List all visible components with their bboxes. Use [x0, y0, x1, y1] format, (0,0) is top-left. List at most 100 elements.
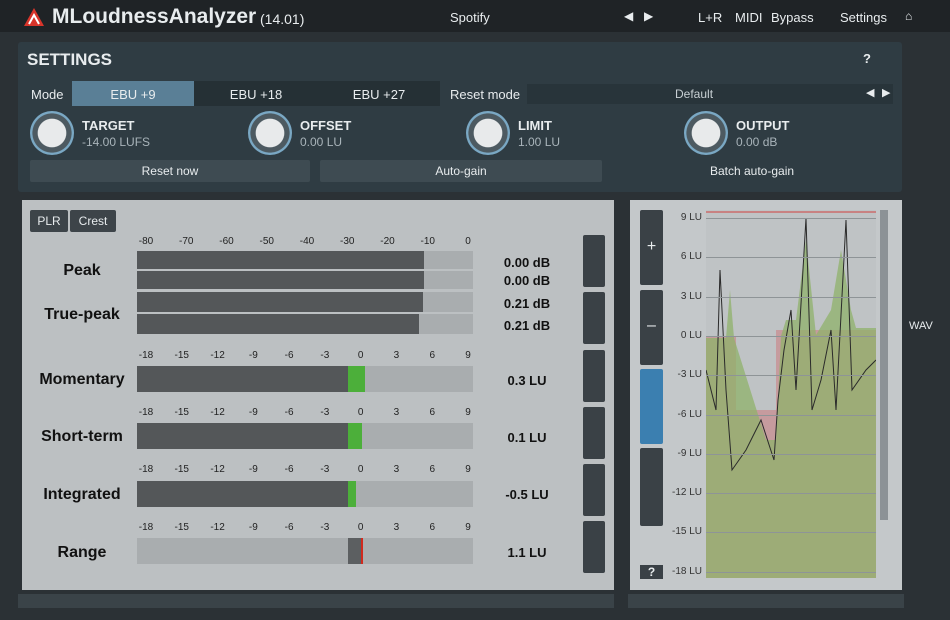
graph-grid-line: [706, 218, 876, 219]
scale-label: -9: [248, 407, 258, 418]
graph-button[interactable]: [640, 290, 663, 365]
scale-label: -15: [174, 407, 189, 418]
prev-button[interactable]: ◀: [624, 9, 634, 23]
scale-label: 3: [393, 407, 400, 418]
scale-label: -12: [210, 522, 225, 533]
scale-label: -9: [248, 464, 258, 475]
graph-y-label: 9 LU: [680, 212, 702, 223]
meter-track: [137, 538, 473, 564]
scale-label: 6: [429, 350, 435, 361]
graph-button[interactable]: [640, 210, 663, 285]
meter-tab-label[interactable]: Crest: [78, 214, 108, 228]
button-label[interactable]: Reset now: [141, 164, 199, 178]
button-label[interactable]: Auto-gain: [435, 164, 487, 178]
scale-label: -15: [174, 464, 189, 475]
button[interactable]: [30, 160, 310, 182]
mode-tab-label: EBU +18: [229, 87, 283, 102]
meter-fill: [137, 314, 419, 334]
settings-button[interactable]: Settings: [840, 10, 887, 25]
graph-help[interactable]: ?: [640, 565, 663, 579]
graph-grid-line: [706, 493, 876, 495]
zoom-in-label[interactable]: +: [646, 238, 657, 255]
scale-label: -12: [210, 350, 225, 361]
button-label[interactable]: Batch auto-gain: [709, 164, 795, 178]
midi-button[interactable]: MIDI: [735, 10, 763, 25]
scale-label: -6: [284, 350, 294, 361]
graph-grid-line: [706, 532, 876, 534]
preset-name[interactable]: Spotify: [450, 10, 490, 25]
scale-label: 3: [393, 464, 400, 475]
row-menu-button[interactable]: [583, 350, 605, 402]
meter-value: 0.21 dB: [503, 318, 551, 333]
meter-tab[interactable]: [30, 210, 68, 232]
meter-target: [348, 366, 365, 392]
channel-button[interactable]: L+R: [698, 10, 723, 25]
graph-y-label: 3 LU: [680, 290, 702, 302]
settings-title: SETTINGS: [27, 50, 113, 69]
app-title: MLoudnessAnalyzer: [52, 5, 257, 28]
graph-y-label: 0 LU: [680, 329, 702, 341]
knob[interactable]: [684, 111, 728, 155]
meter-tab-label[interactable]: PLR: [37, 214, 61, 228]
row-menu-button[interactable]: [583, 521, 605, 573]
knob[interactable]: [248, 111, 292, 155]
mode-prev[interactable]: ◀: [866, 87, 875, 99]
help-button[interactable]: ?: [863, 51, 871, 66]
meter-value: 0.21 dB: [503, 296, 551, 311]
scale-label: -18: [138, 407, 154, 418]
knob-name: OUTPUT: [736, 118, 790, 133]
meter-value: 0.1 LU: [507, 430, 547, 445]
row-menu-button[interactable]: [583, 292, 605, 344]
graph-grid-line: [706, 257, 876, 259]
scale-label: -80: [138, 236, 154, 247]
meters-collapse-bar[interactable]: [18, 594, 614, 608]
meter-target: [348, 481, 356, 507]
graph-y-label: 6 LU: [680, 251, 702, 263]
mode-tab[interactable]: [72, 81, 194, 106]
button[interactable]: [320, 160, 602, 182]
graph-y-label: -15 LU: [671, 526, 702, 538]
graph-grid-line: [706, 414, 876, 416]
next-button[interactable]: ▶: [644, 9, 654, 23]
graph-scrollbar[interactable]: [880, 210, 888, 520]
scale-label: 6: [429, 464, 435, 475]
row-menu-button[interactable]: [583, 235, 605, 287]
graph-y-label: -3 LU: [677, 369, 702, 381]
bypass-button[interactable]: Bypass: [771, 10, 814, 25]
app-version: (14.01): [260, 11, 305, 27]
graph-button[interactable]: [640, 448, 663, 526]
scale-label: -18: [138, 350, 154, 361]
reset-mode-dropdown[interactable]: [527, 84, 893, 104]
knob[interactable]: [466, 111, 510, 155]
loudness-history: [706, 211, 876, 578]
knob[interactable]: [30, 111, 74, 155]
mode-label: Mode: [31, 87, 64, 102]
graph-button[interactable]: [640, 369, 663, 444]
meter-label: Range: [57, 544, 107, 561]
scale-label: -70: [179, 236, 194, 247]
graph-y-label: -12 LU: [671, 487, 702, 499]
meter-label: Momentary: [39, 371, 125, 388]
scale-label: -3: [320, 350, 330, 361]
knob-value: 0.00 LU: [300, 135, 343, 149]
scale-label: 9: [465, 464, 471, 475]
scale-label: -50: [259, 236, 274, 247]
scale-label: -12: [210, 407, 225, 418]
graph-collapse-bar[interactable]: [628, 594, 904, 608]
zoom-out-label[interactable]: –: [647, 317, 656, 334]
scale-label: -3: [320, 522, 330, 533]
mode-tab-label: EBU +9: [110, 87, 156, 102]
row-menu-button[interactable]: [583, 464, 605, 516]
meter-fill: [137, 481, 348, 507]
scale-label: -12: [210, 464, 225, 475]
meter-tab[interactable]: [70, 210, 116, 232]
home-button[interactable]: ⌂: [905, 9, 913, 23]
row-menu-button[interactable]: [583, 407, 605, 459]
graph-grid-line: [706, 335, 876, 337]
knob-value: -14.00 LUFS: [82, 135, 151, 149]
mode-next[interactable]: ▶: [882, 87, 891, 99]
scale-label: 0: [465, 236, 471, 247]
graph-grid-line: [706, 296, 876, 298]
scale-label: -10: [420, 236, 435, 247]
